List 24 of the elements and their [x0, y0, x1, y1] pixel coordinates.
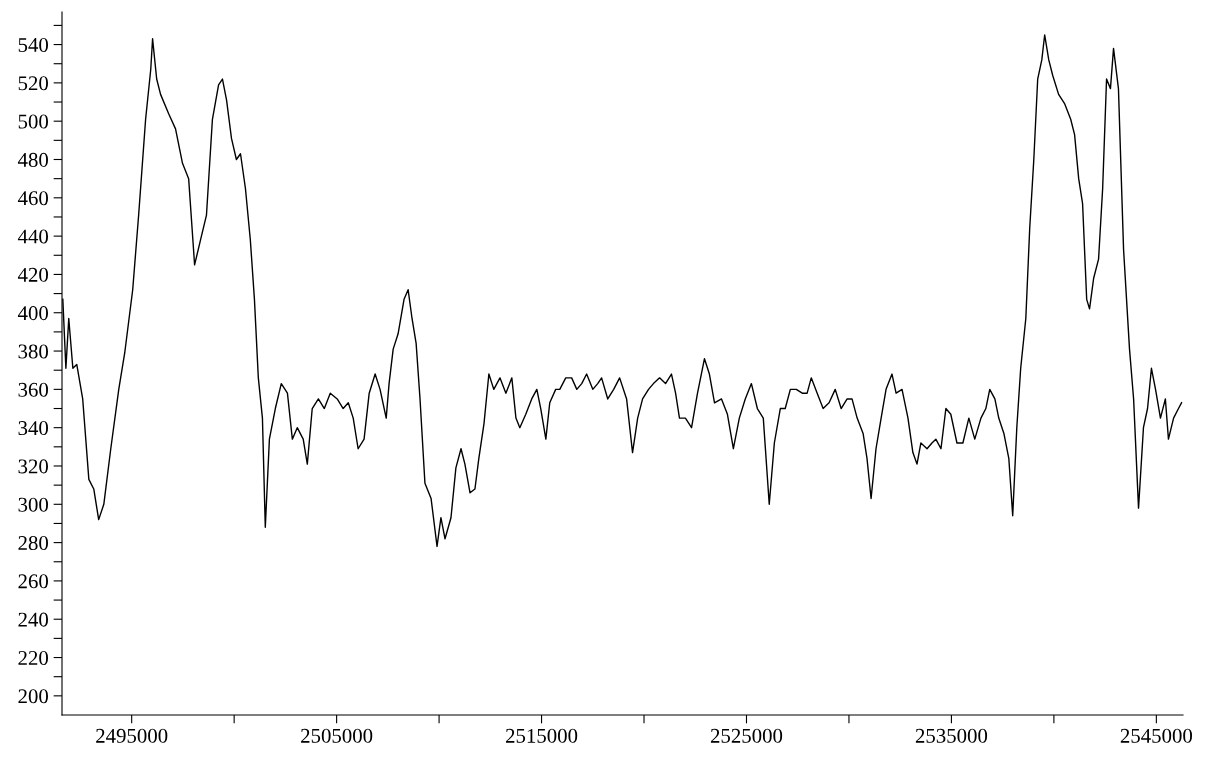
x-tick-label: 2535000 [915, 728, 988, 743]
y-tick-label: 280 [18, 535, 49, 551]
y-tick-label: 540 [18, 37, 49, 52]
y-tick-label: 520 [18, 76, 49, 91]
x-tick-label: 2505000 [301, 728, 373, 743]
x-tick-label: 2545000 [1120, 728, 1193, 743]
y-tick-label: 400 [17, 306, 49, 321]
x-tick-label: 2525000 [710, 728, 783, 743]
y-tick-label: 200 [18, 689, 49, 704]
x-tick-label: 2515000 [506, 728, 578, 743]
y-tick-label: 320 [18, 459, 49, 474]
y-tick-label: 500 [18, 114, 49, 129]
y-tick-label: 240 [18, 612, 49, 627]
y-tick-label: 300 [18, 497, 49, 512]
x-tick-label: 2495000 [96, 728, 168, 743]
y-tick-label: 460 [17, 191, 49, 206]
y-tick-label: 380 [18, 344, 49, 359]
y-tick-label: 260 [18, 574, 49, 589]
y-tick-label: 480 [17, 152, 49, 167]
y-tick-label: 440 [17, 229, 49, 244]
y-tick-label: 360 [18, 382, 49, 397]
y-tick-label: 220 [18, 650, 49, 665]
y-tick-label: 420 [17, 267, 49, 282]
y-tick-label: 340 [18, 421, 49, 436]
